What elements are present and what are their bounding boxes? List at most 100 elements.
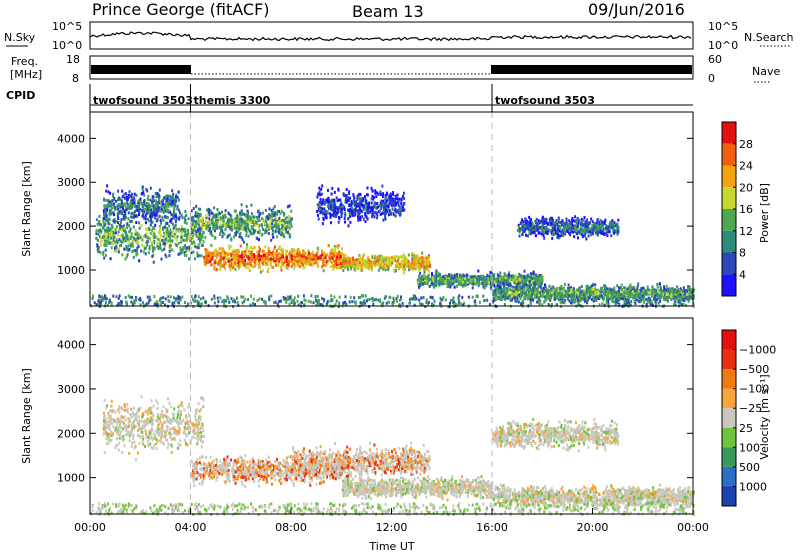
scatter-cell: [512, 274, 514, 277]
scatter-cell: [199, 219, 201, 222]
scatter-cell: [269, 207, 271, 210]
scatter-cell: [234, 210, 236, 213]
scatter-cell: [267, 270, 269, 273]
scatter-cell: [131, 193, 133, 196]
scatter-cell: [105, 254, 107, 257]
scatter-cell: [210, 244, 212, 247]
scatter-cell: [154, 247, 156, 250]
scatter-cell: [251, 248, 253, 251]
scatter-cell: [223, 261, 225, 264]
scatter-cell: [431, 272, 433, 275]
scatter-cell: [276, 235, 278, 238]
scatter-cell: [224, 251, 226, 254]
scatter-cell: [183, 239, 185, 242]
scatter-cell: [172, 229, 174, 232]
scatter-cell: [547, 222, 549, 225]
scatter-cell: [528, 275, 530, 278]
scatter-cell: [243, 241, 245, 244]
scatter-cell: [661, 290, 663, 293]
scatter-cell: [148, 251, 150, 254]
scatter-cell: [191, 251, 193, 254]
scatter-cell: [170, 242, 172, 245]
scatter-cell: [115, 200, 117, 203]
scatter-cell: [119, 224, 121, 227]
scatter-cell: [197, 228, 199, 231]
scatter-cell: [119, 244, 121, 247]
scatter-cell: [489, 271, 491, 274]
scatter-cell: [610, 296, 612, 299]
scatter-cell: [683, 286, 685, 289]
scatter-cell: [499, 291, 501, 294]
scatter-cell: [273, 252, 275, 255]
scatter-cell: [230, 238, 232, 241]
scatter-cell: [317, 265, 319, 268]
scatter-cell: [474, 280, 476, 283]
scatter-cell: [111, 242, 113, 245]
scatter-cell: [184, 254, 186, 257]
scatter-cell: [138, 221, 140, 224]
scatter-cell: [255, 221, 257, 224]
scatter-cell: [239, 233, 241, 236]
scatter-cell: [289, 222, 291, 225]
scatter-cell: [340, 255, 342, 258]
scatter-cell: [113, 236, 115, 239]
scatter-cell: [343, 254, 345, 257]
scatter-cell: [264, 222, 266, 225]
scatter-cell: [289, 233, 291, 236]
freq-tick-bottom: 8: [72, 72, 79, 85]
power-scatter: [90, 112, 695, 308]
scatter-cell: [539, 291, 541, 294]
scatter-cell: [149, 247, 151, 250]
scatter-cell: [131, 242, 133, 245]
scatter-cell: [232, 251, 234, 254]
scatter-cell: [161, 239, 163, 242]
scatter-cell: [255, 224, 257, 227]
scatter-cell: [291, 254, 293, 257]
scatter-cell: [478, 277, 480, 280]
scatter-cell: [543, 291, 545, 294]
scatter-cell: [250, 257, 252, 260]
scatter-cell: [187, 249, 189, 252]
scatter-cell: [395, 264, 397, 267]
scatter-cell: [451, 283, 453, 286]
scatter-cell: [246, 205, 248, 208]
scatter-cell: [511, 294, 513, 297]
scatter-cell: [138, 213, 140, 216]
scatter-cell: [298, 257, 300, 260]
scatter-cell: [343, 259, 345, 262]
scatter-cell: [328, 259, 330, 262]
scatter-cell: [220, 258, 222, 261]
scatter-cell: [382, 263, 384, 266]
scatter-cell: [188, 257, 190, 260]
scatter-cell: [201, 244, 203, 247]
scatter-cell: [95, 237, 97, 240]
scatter-cell: [288, 215, 290, 218]
scatter-cell: [184, 231, 186, 234]
scatter-cell: [494, 284, 496, 287]
scatter-cell: [181, 235, 183, 238]
scatter-cell: [242, 212, 244, 215]
scatter-cell: [110, 257, 112, 260]
scatter-cell: [195, 233, 197, 236]
scatter-cell: [656, 292, 658, 295]
scatter-cell: [219, 268, 221, 271]
scatter-cell: [479, 282, 481, 285]
scatter-cell: [128, 224, 130, 227]
scatter-cell: [214, 266, 216, 269]
scatter-cell: [168, 233, 170, 236]
scatter-cell: [211, 212, 213, 215]
scatter-cell: [154, 216, 156, 219]
scatter-cell: [109, 234, 111, 237]
scatter-cell: [225, 224, 227, 227]
scatter-cell: [123, 227, 125, 230]
scatter-cell: [166, 222, 168, 225]
scatter-cell: [103, 217, 105, 220]
scatter-cell: [177, 196, 179, 199]
scatter-cell: [185, 214, 187, 217]
scatter-cell: [126, 226, 128, 229]
scatter-cell: [111, 227, 113, 230]
scatter-cell: [581, 285, 583, 288]
scatter-cell: [504, 282, 506, 285]
scatter-cell: [132, 245, 134, 248]
scatter-cell: [186, 246, 188, 249]
